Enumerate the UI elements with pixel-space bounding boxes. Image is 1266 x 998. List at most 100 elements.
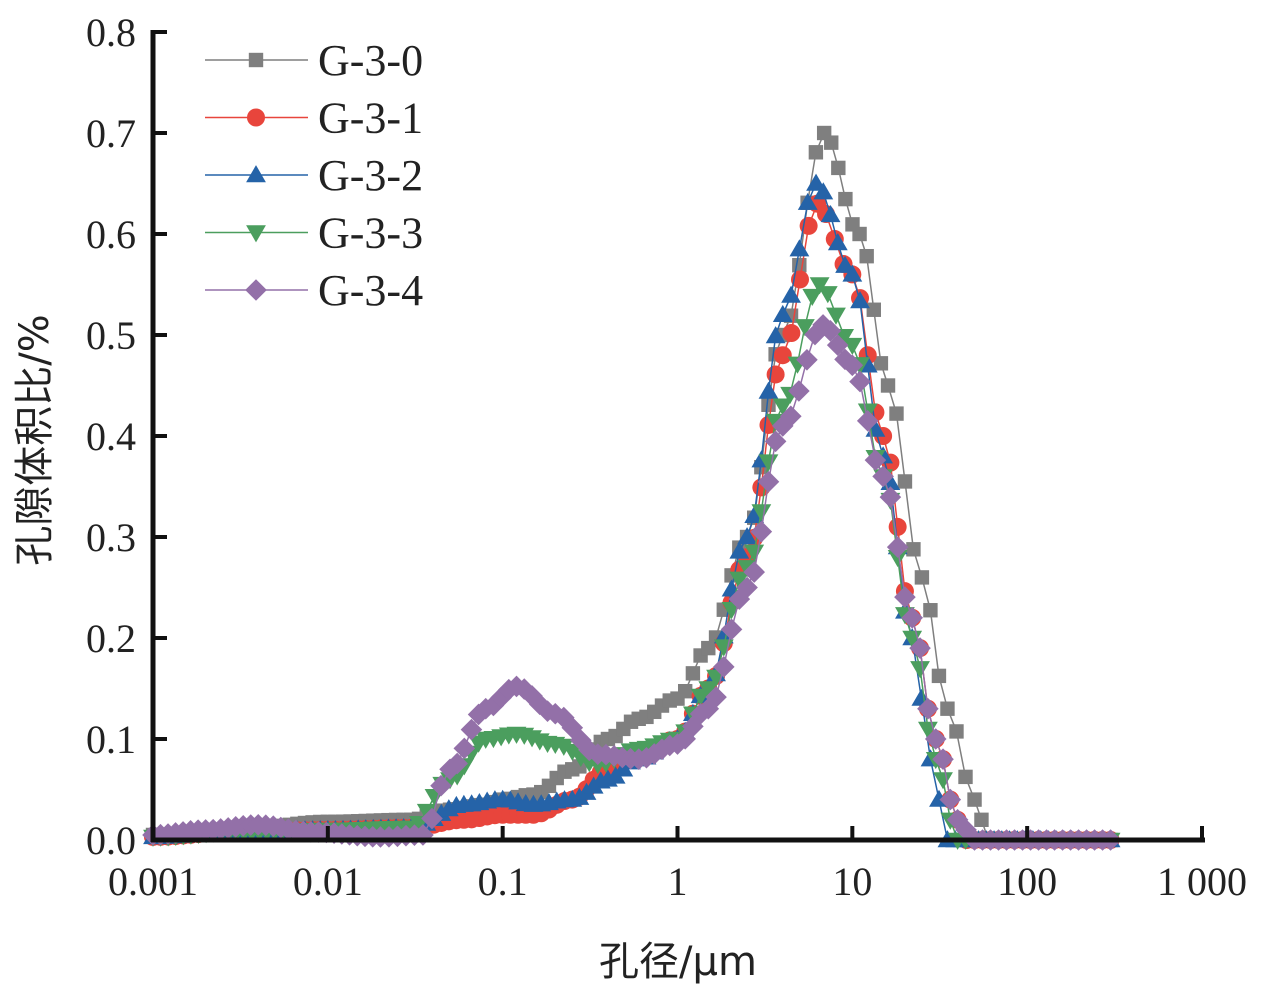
legend-label: G-3-4 [318,266,423,315]
data-point [879,486,902,508]
data-point [780,405,802,428]
data-point [841,354,864,377]
y-tick-label: 0.2 [86,616,136,661]
axes [150,30,1205,843]
x-ticks: 0.001 0.01 0.1 1 10 100 1 000 [108,826,1247,904]
data-point [834,348,856,371]
data-point [901,607,924,629]
legend-item: G-3-0 [205,36,423,85]
legend-marker-triangle-down-icon [246,225,266,243]
data-point [909,637,931,659]
data-point [553,738,574,756]
series-G-3-0 [145,125,1118,848]
data-point [544,702,567,725]
data-point [720,618,743,641]
data-point [796,348,818,371]
data-point [729,571,750,589]
y-tick-label: 0.1 [86,717,136,762]
data-point [940,701,955,716]
y-tick-label: 0.8 [86,10,136,55]
data-point [757,470,780,493]
data-point [939,788,962,811]
data-point [782,324,801,343]
data-point [826,334,849,356]
data-point [685,666,701,681]
data-point [889,406,904,421]
data-point [446,752,468,775]
data-point [421,807,443,830]
data-point [802,288,823,306]
x-axis-title: 孔径/μm [599,939,757,985]
data-point [917,697,939,720]
data-point [827,233,848,251]
legend-item: G-3-3 [205,209,423,258]
data-point [744,505,765,523]
data-point [430,774,452,797]
y-tick-label: 0.4 [86,414,136,459]
x-tick-label: 0.1 [478,859,528,904]
data-point [758,454,779,472]
x-tick-label: 1 [668,859,688,904]
data-point [831,160,846,176]
legend-label: G-3-0 [318,36,423,85]
data-point [824,135,839,150]
legend-label: G-3-1 [318,94,423,143]
legend-marker-diamond-icon [245,279,267,301]
data-point [817,286,838,304]
y-tick-label: 0.7 [86,111,136,156]
data-point [886,536,909,558]
legend-item: G-3-4 [205,266,423,315]
data-point [872,465,894,488]
data-point [859,248,874,264]
data-point [897,474,913,489]
data-point [789,239,810,257]
x-tick-label: 1 000 [1157,859,1247,904]
data-point [698,681,719,699]
data-point [729,541,750,559]
data-point [765,326,786,344]
data-point [578,739,601,762]
data-point [713,626,734,644]
data-point [460,718,483,741]
data-point [910,661,930,679]
data-point [894,586,916,608]
data-point [705,686,727,708]
data-point [932,748,954,770]
data-point [677,684,693,699]
x-tick-label: 0.001 [108,859,198,904]
series-line [152,131,1111,841]
data-point [772,304,793,322]
data-point [958,769,973,785]
data-point [736,576,758,599]
data-point [864,449,887,471]
data-point [842,264,863,282]
legend-marker-triangle-up-icon [246,165,266,183]
data-point [923,603,938,618]
data-point [761,397,776,412]
data-point [819,320,842,342]
data-point [838,191,853,207]
data-point [808,145,824,160]
data-point [924,728,947,750]
data-point [931,668,947,684]
data-point [826,307,846,325]
legend-marker-square-icon [248,52,264,68]
data-point [781,285,801,303]
legend-marker-circle-icon [247,108,265,127]
data-point [880,378,896,393]
data-point [772,398,793,416]
data-point [866,302,881,317]
x-tick-label: 10 [832,859,872,904]
y-ticks: 0.0 0.1 0.2 0.3 0.4 0.5 0.6 0.7 0.8 [86,10,167,863]
data-point [804,323,826,346]
y-tick-label: 0.6 [86,212,136,257]
data-point [792,258,807,273]
data-point [852,226,867,242]
data-point [887,550,908,568]
data-point [744,544,765,562]
data-point [794,319,815,337]
data-point [750,520,773,543]
data-point [914,570,930,585]
legend-label: G-3-2 [318,151,423,200]
